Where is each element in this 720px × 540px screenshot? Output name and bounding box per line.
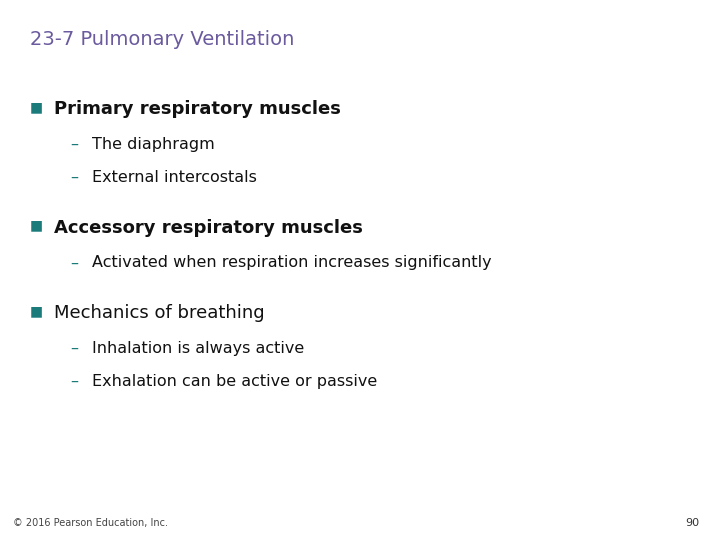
Text: –: – (71, 374, 78, 389)
Text: Inhalation is always active: Inhalation is always active (92, 341, 305, 356)
Text: External intercostals: External intercostals (92, 170, 257, 185)
Text: 90: 90 (685, 518, 700, 528)
Text: ■: ■ (30, 304, 43, 318)
Text: –: – (71, 137, 78, 152)
Text: Primary respiratory muscles: Primary respiratory muscles (54, 100, 341, 118)
Text: The diaphragm: The diaphragm (92, 137, 215, 152)
Text: –: – (71, 341, 78, 356)
Text: © 2016 Pearson Education, Inc.: © 2016 Pearson Education, Inc. (13, 518, 168, 528)
Text: –: – (71, 255, 78, 271)
Text: Accessory respiratory muscles: Accessory respiratory muscles (54, 219, 363, 237)
Text: Mechanics of breathing: Mechanics of breathing (54, 304, 265, 322)
Text: 23-7 Pulmonary Ventilation: 23-7 Pulmonary Ventilation (30, 30, 294, 49)
Text: –: – (71, 170, 78, 185)
Text: ■: ■ (30, 100, 43, 114)
Text: Activated when respiration increases significantly: Activated when respiration increases sig… (92, 255, 492, 271)
Text: Exhalation can be active or passive: Exhalation can be active or passive (92, 374, 377, 389)
Text: ■: ■ (30, 219, 43, 233)
